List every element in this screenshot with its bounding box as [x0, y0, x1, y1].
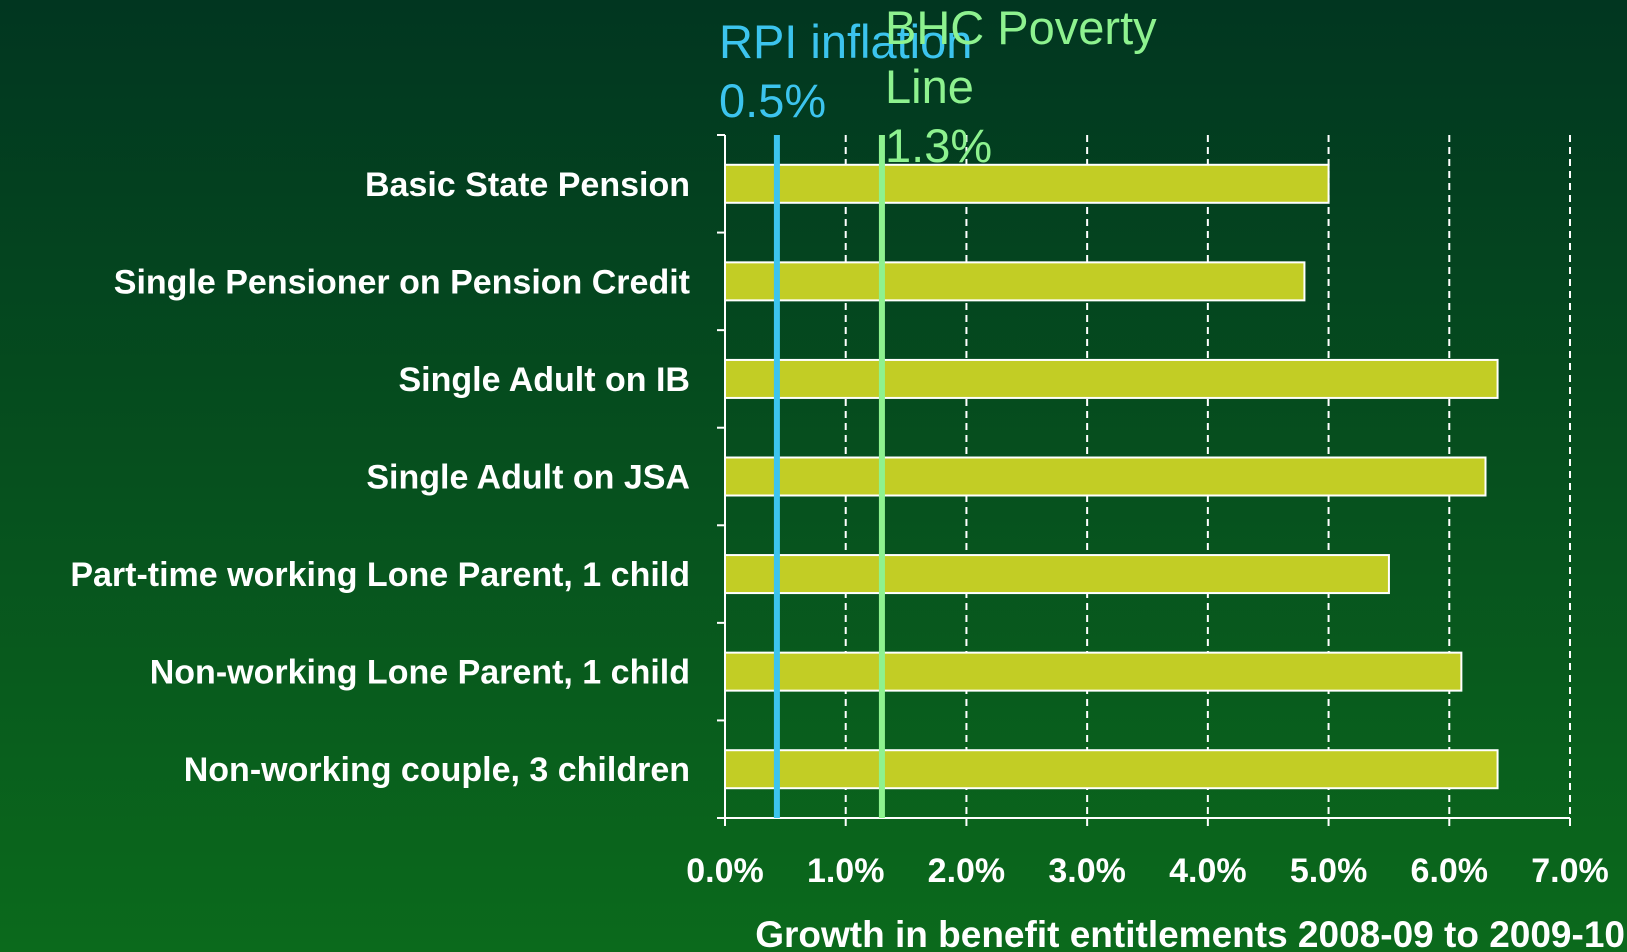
category-label: Part-time working Lone Parent, 1 child [70, 556, 690, 594]
x-tick-label: 7.0% [1531, 852, 1609, 890]
x-tick-label: 2.0% [928, 852, 1006, 890]
bars [724, 163, 1499, 790]
x-tick-label: 3.0% [1048, 852, 1126, 890]
reference-line-label: Line [885, 60, 974, 113]
category-label: Non-working Lone Parent, 1 child [150, 654, 690, 692]
reference-line-label: BHC Poverty [885, 1, 1157, 54]
bar [724, 651, 1463, 692]
bar [724, 749, 1499, 790]
x-tick-label: 6.0% [1411, 852, 1489, 890]
reference-line-label: 1.3% [885, 119, 992, 172]
bar [724, 163, 1330, 204]
x-tick-label: 0.0% [686, 852, 764, 890]
reference-lines: RPI inflation 0.5% BHC Poverty Line 1.3% [719, 1, 1157, 818]
category-label: Single Adult on JSA [366, 459, 690, 497]
x-tick-label: 5.0% [1290, 852, 1368, 890]
category-label: Basic State Pension [365, 166, 690, 204]
reference-line-label: 0.5% [719, 74, 826, 127]
x-tick-label: 1.0% [807, 852, 885, 890]
bar [724, 554, 1390, 595]
reference-line-label: RPI inflation [719, 15, 972, 68]
bar [724, 456, 1487, 497]
category-labels: Basic State Pension Single Pensioner on P… [70, 166, 690, 789]
tick-labels: 0.0% 1.0% 2.0% 3.0% 4.0% 5.0% 6.0% 7.0% [686, 852, 1609, 890]
bar [724, 261, 1306, 302]
x-tick-label: 4.0% [1169, 852, 1247, 890]
category-label: Single Adult on IB [399, 361, 691, 399]
category-label: Single Pensioner on Pension Credit [114, 263, 690, 301]
category-label: Non-working couple, 3 children [184, 751, 690, 789]
x-axis-title: Growth in benefit entitlements 2008-09 t… [755, 914, 1625, 952]
bar [724, 358, 1499, 399]
